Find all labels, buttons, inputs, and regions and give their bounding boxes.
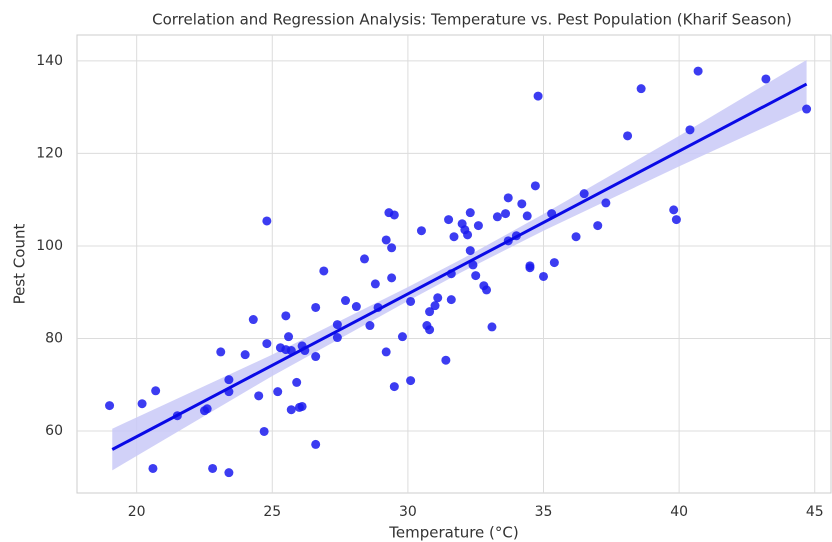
data-point (151, 386, 161, 396)
data-point (802, 104, 812, 114)
data-point (623, 131, 633, 141)
data-point (471, 271, 481, 281)
data-point (693, 66, 703, 76)
data-point (332, 333, 342, 343)
data-point (446, 295, 456, 305)
data-point (473, 221, 483, 231)
data-point (281, 311, 291, 321)
data-point (292, 377, 302, 387)
data-point (202, 404, 212, 414)
data-point (492, 212, 502, 222)
chart-title: Correlation and Regression Analysis: Tem… (152, 11, 792, 29)
data-point (254, 391, 264, 401)
data-point (522, 211, 532, 221)
data-point (539, 271, 549, 281)
regression-line (111, 82, 808, 451)
data-point (463, 230, 473, 240)
data-point (669, 205, 679, 215)
data-point (441, 355, 451, 365)
x-tick-label: 35 (535, 504, 553, 520)
data-point (387, 273, 397, 283)
x-tick-label: 25 (263, 504, 281, 520)
y-tick-label: 60 (45, 423, 63, 439)
data-point (240, 350, 250, 360)
y-tick-label: 100 (36, 238, 63, 254)
data-point (571, 232, 581, 242)
x-tick-label: 45 (806, 504, 824, 520)
data-point (341, 296, 351, 306)
data-point (517, 199, 527, 209)
data-point (425, 307, 435, 317)
data-point (351, 302, 361, 312)
data-point (389, 382, 399, 392)
data-point (416, 226, 426, 236)
data-point (359, 254, 369, 264)
data-point (761, 74, 771, 84)
data-point (579, 189, 589, 199)
data-point (297, 401, 307, 411)
y-tick-label: 80 (45, 330, 63, 346)
data-point (286, 405, 296, 415)
data-point (284, 332, 294, 342)
data-point (530, 181, 540, 191)
data-point (319, 266, 329, 276)
data-point (365, 321, 375, 331)
data-point (549, 258, 559, 268)
data-point (311, 352, 321, 362)
data-point (487, 322, 497, 332)
data-point (468, 260, 478, 270)
data-point (636, 84, 646, 94)
data-point (449, 232, 459, 242)
data-point (262, 216, 272, 226)
data-point (503, 193, 513, 203)
data-point (425, 325, 435, 335)
data-point (105, 401, 115, 411)
data-point (224, 375, 234, 385)
data-point (430, 301, 440, 311)
data-point (482, 285, 492, 295)
x-tick-label: 40 (670, 504, 688, 520)
data-point (259, 426, 269, 436)
data-point (525, 261, 535, 271)
data-point (387, 243, 397, 253)
data-point (601, 198, 611, 208)
data-point (208, 463, 218, 473)
data-point (444, 215, 454, 225)
data-point (137, 399, 147, 409)
data-point (389, 210, 399, 220)
data-point (216, 347, 226, 357)
data-point (406, 376, 416, 386)
data-point (148, 463, 158, 473)
x-axis-label: Temperature (°C) (388, 524, 518, 542)
y-axis-label: Pest Count (11, 224, 29, 305)
data-point (685, 125, 695, 135)
data-point (248, 315, 258, 325)
data-point (406, 296, 416, 306)
data-point (311, 439, 321, 449)
data-point (465, 208, 475, 218)
data-point (671, 215, 681, 225)
data-point (332, 320, 342, 330)
data-point (593, 221, 603, 231)
data-point (397, 332, 407, 342)
data-point (433, 293, 443, 303)
data-point (311, 302, 321, 312)
data-point (273, 387, 283, 397)
x-tick-label: 20 (128, 504, 146, 520)
data-point (224, 468, 234, 478)
x-tick-label: 30 (399, 504, 417, 520)
data-point (381, 347, 391, 357)
y-tick-label: 120 (36, 145, 63, 161)
y-tick-label: 140 (36, 53, 63, 69)
data-point (501, 209, 511, 219)
data-point (381, 235, 391, 245)
data-point (533, 91, 543, 101)
data-point (465, 246, 475, 256)
data-point (370, 279, 380, 289)
data-point (262, 339, 272, 349)
